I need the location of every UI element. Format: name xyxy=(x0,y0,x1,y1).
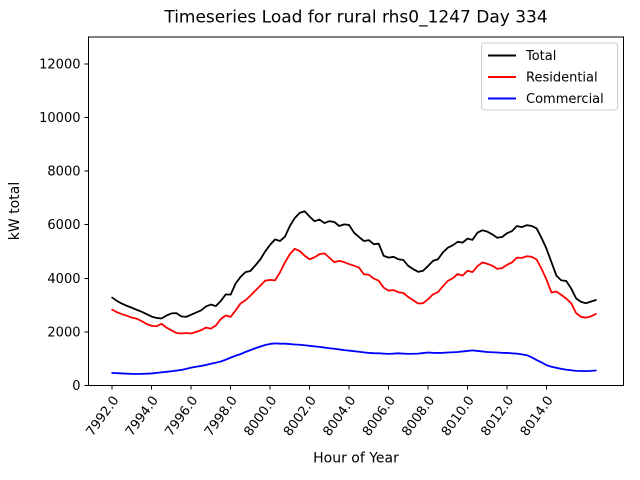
plot-area xyxy=(88,36,624,386)
legend: Total Residential Commercial xyxy=(481,42,618,111)
y-tick-label: 12000 xyxy=(39,57,80,72)
series-line-residential xyxy=(111,247,597,335)
x-tick-label: 8012.0 xyxy=(478,394,517,440)
x-tick-label: 7998.0 xyxy=(202,394,241,440)
x-tick-label: 8002.0 xyxy=(281,394,320,440)
chart-title: Timeseries Load for rural rhs0_1247 Day … xyxy=(163,8,547,28)
x-axis-ticks: 7992.0 7994.0 7996.0 7998.0 8000.0 8002.0 8004… xyxy=(84,385,557,440)
legend-frame xyxy=(481,42,618,111)
x-tick-label: 8006.0 xyxy=(360,394,399,440)
x-tick-label: 8004.0 xyxy=(320,394,359,440)
y-tick-label: 2000 xyxy=(47,325,80,340)
y-tick-label: 8000 xyxy=(47,165,80,180)
series-line-commercial xyxy=(111,342,597,375)
y-tick-label: 0 xyxy=(72,379,80,394)
legend-label-residential: Residential xyxy=(526,71,598,86)
x-tick-label: 7994.0 xyxy=(123,394,162,440)
y-tick-label: 4000 xyxy=(47,272,80,287)
x-tick-label: 8008.0 xyxy=(399,394,438,440)
x-tick-label: 8010.0 xyxy=(439,394,478,440)
x-tick-label: 7992.0 xyxy=(84,394,123,440)
y-axis-ticks: 0 2000 4000 6000 8000 10000 12000 xyxy=(39,57,89,394)
series-line-total xyxy=(111,210,597,320)
x-axis-label: Hour of Year xyxy=(313,451,399,467)
y-tick-label: 6000 xyxy=(47,218,80,233)
y-axis-label: kW total xyxy=(7,182,23,240)
legend-label-total: Total xyxy=(525,49,556,64)
x-tick-label: 8000.0 xyxy=(241,394,280,440)
legend-label-commercial: Commercial xyxy=(526,92,604,107)
series-lines xyxy=(111,210,597,375)
y-tick-label: 10000 xyxy=(39,111,80,126)
x-tick-label: 8014.0 xyxy=(518,394,557,440)
x-tick-label: 7996.0 xyxy=(163,394,202,440)
